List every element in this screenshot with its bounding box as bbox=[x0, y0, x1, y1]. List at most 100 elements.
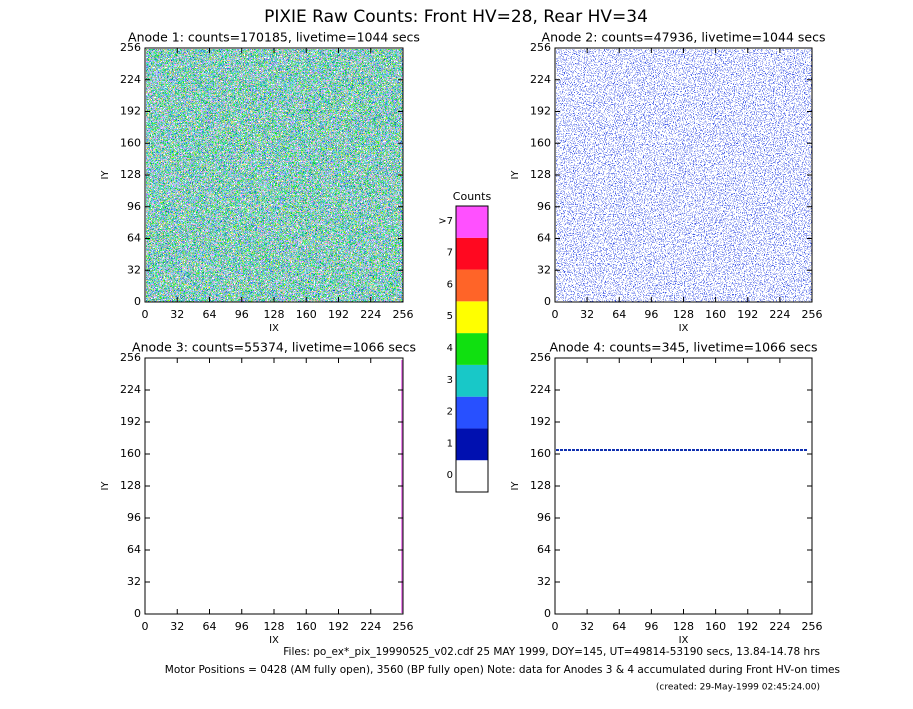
x-tick-label: 96 bbox=[644, 308, 658, 321]
y-tick-label: 96 bbox=[127, 200, 141, 213]
y-tick-label: 64 bbox=[537, 232, 551, 245]
x-tick-label: 32 bbox=[170, 308, 184, 321]
colorbar-swatch bbox=[456, 301, 488, 334]
x-tick-label: 192 bbox=[328, 620, 349, 633]
y-tick-label: 192 bbox=[120, 415, 141, 428]
y-axis-label: IY bbox=[100, 481, 111, 491]
x-tick-label: 160 bbox=[296, 620, 317, 633]
x-tick-label: 0 bbox=[142, 308, 149, 321]
x-axis-label: IX bbox=[679, 635, 689, 646]
colorbar-label: 5 bbox=[447, 311, 453, 322]
x-tick-label: 96 bbox=[235, 620, 249, 633]
image-texture bbox=[556, 49, 812, 302]
x-axis-label: IX bbox=[269, 635, 279, 646]
colorbar-label: 0 bbox=[447, 470, 453, 481]
y-tick-label: 224 bbox=[120, 73, 141, 86]
x-tick-label: 256 bbox=[393, 620, 414, 633]
y-tick-label: 96 bbox=[127, 511, 141, 524]
panel-title: Anode 2: counts=47936, livetime=1044 sec… bbox=[542, 30, 826, 45]
x-axis-label: IX bbox=[269, 323, 279, 334]
y-tick-label: 256 bbox=[120, 41, 141, 54]
y-tick-label: 96 bbox=[537, 511, 551, 524]
y-tick-label: 192 bbox=[530, 415, 551, 428]
colorbar-swatch bbox=[456, 428, 488, 461]
x-tick-label: 64 bbox=[203, 308, 217, 321]
colorbar-label: 7 bbox=[447, 248, 453, 259]
colorbar-swatch bbox=[456, 206, 488, 238]
x-tick-label: 96 bbox=[644, 620, 658, 633]
footer-line: (created: 29-May-1999 02:45:24.00) bbox=[656, 683, 820, 693]
y-tick-label: 64 bbox=[127, 543, 141, 556]
x-tick-label: 224 bbox=[769, 620, 790, 633]
y-tick-label: 160 bbox=[120, 136, 141, 149]
x-tick-label: 0 bbox=[552, 620, 559, 633]
y-tick-label: 256 bbox=[120, 351, 141, 364]
x-tick-label: 32 bbox=[580, 308, 594, 321]
x-tick-label: 0 bbox=[552, 308, 559, 321]
colorbar-label: 6 bbox=[447, 279, 453, 290]
colorbar-swatch bbox=[456, 460, 488, 492]
x-tick-label: 32 bbox=[580, 620, 594, 633]
x-tick-label: 192 bbox=[737, 620, 758, 633]
y-tick-label: 224 bbox=[120, 383, 141, 396]
plot-frame bbox=[144, 357, 404, 615]
x-tick-label: 96 bbox=[235, 308, 249, 321]
colorbar-frame bbox=[455, 205, 489, 493]
y-tick-label: 32 bbox=[127, 263, 141, 276]
x-tick-label: 256 bbox=[802, 620, 823, 633]
colorbar-title: Counts bbox=[453, 190, 492, 203]
x-tick-label: 128 bbox=[264, 308, 285, 321]
y-tick-label: 128 bbox=[530, 168, 551, 181]
colorbar-swatch bbox=[456, 237, 488, 270]
colorbar-swatch bbox=[456, 333, 488, 365]
colorbar-label: 2 bbox=[447, 407, 453, 418]
x-tick-label: 128 bbox=[264, 620, 285, 633]
image-texture bbox=[146, 49, 403, 302]
x-tick-label: 192 bbox=[737, 308, 758, 321]
colorbar-label: 1 bbox=[447, 438, 453, 449]
y-tick-label: 256 bbox=[530, 351, 551, 364]
y-tick-label: 32 bbox=[537, 575, 551, 588]
y-axis-label: IY bbox=[100, 170, 111, 180]
y-axis-label: IY bbox=[510, 481, 521, 491]
y-tick-label: 128 bbox=[120, 479, 141, 492]
x-tick-label: 224 bbox=[769, 308, 790, 321]
y-tick-label: 0 bbox=[544, 295, 551, 308]
x-tick-label: 64 bbox=[203, 620, 217, 633]
y-tick-label: 32 bbox=[537, 263, 551, 276]
panel-title: Anode 1: counts=170185, livetime=1044 se… bbox=[128, 30, 420, 45]
colorbar-swatch bbox=[456, 269, 488, 302]
y-tick-label: 0 bbox=[544, 607, 551, 620]
x-tick-label: 128 bbox=[673, 308, 694, 321]
y-tick-label: 224 bbox=[530, 73, 551, 86]
y-tick-label: 64 bbox=[537, 543, 551, 556]
y-tick-label: 160 bbox=[530, 447, 551, 460]
footer-line: Motor Positions = 0428 (AM fully open), … bbox=[165, 664, 840, 676]
colorbar-label: >7 bbox=[438, 216, 453, 227]
x-tick-label: 128 bbox=[673, 620, 694, 633]
colorbar-label: 3 bbox=[447, 375, 453, 386]
panel-title: Anode 4: counts=345, livetime=1066 secs bbox=[549, 340, 817, 355]
y-tick-label: 0 bbox=[134, 607, 141, 620]
x-tick-label: 256 bbox=[393, 308, 414, 321]
y-tick-label: 128 bbox=[530, 479, 551, 492]
y-tick-label: 256 bbox=[530, 41, 551, 54]
title: PIXIE Raw Counts: Front HV=28, Rear HV=3… bbox=[264, 7, 648, 27]
y-tick-label: 224 bbox=[530, 383, 551, 396]
x-tick-label: 160 bbox=[705, 620, 726, 633]
colorbar-label: 4 bbox=[447, 343, 453, 354]
x-tick-label: 64 bbox=[612, 308, 626, 321]
y-tick-label: 192 bbox=[120, 105, 141, 118]
y-tick-label: 192 bbox=[530, 105, 551, 118]
x-tick-label: 192 bbox=[328, 308, 349, 321]
x-tick-label: 224 bbox=[360, 308, 381, 321]
x-tick-label: 256 bbox=[802, 308, 823, 321]
y-tick-label: 0 bbox=[134, 295, 141, 308]
x-tick-label: 32 bbox=[170, 620, 184, 633]
y-tick-label: 128 bbox=[120, 168, 141, 181]
panel-title: Anode 3: counts=55374, livetime=1066 sec… bbox=[132, 340, 416, 355]
colorbar-swatch bbox=[456, 396, 488, 429]
x-tick-label: 224 bbox=[360, 620, 381, 633]
x-tick-label: 0 bbox=[142, 620, 149, 633]
